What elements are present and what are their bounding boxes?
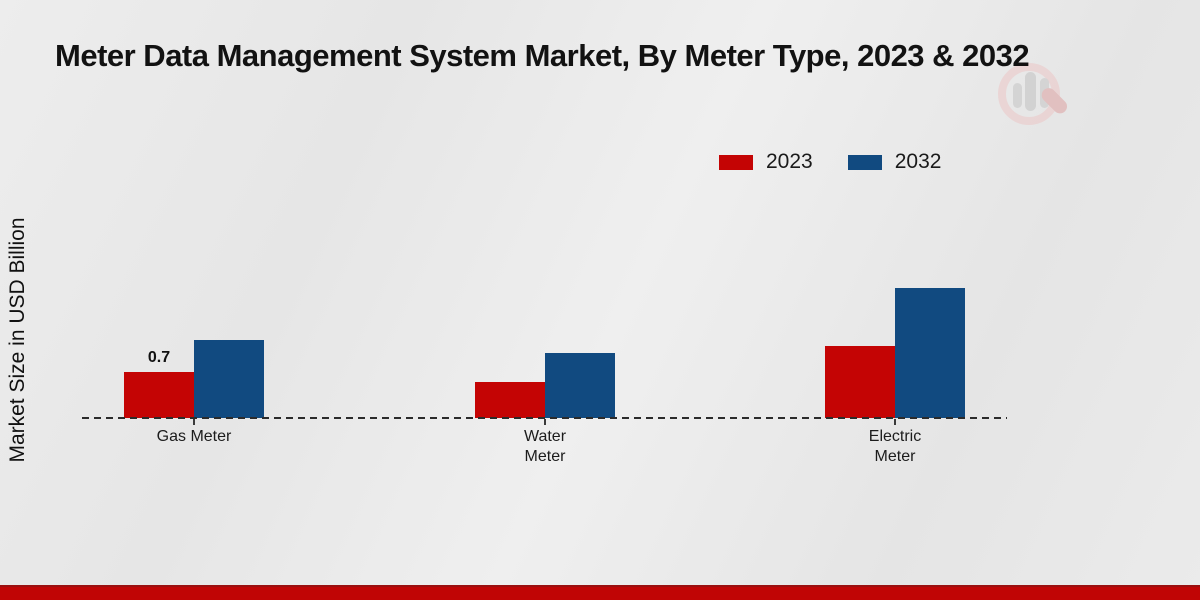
bar-2023-gas-meter [124,372,194,418]
x-axis-category-label: Electric Meter [868,428,922,465]
footer-accent-bar [0,585,1200,600]
chart-title: Meter Data Management System Market, By … [55,38,1030,73]
bar-2023-electric-meter [825,346,895,418]
x-axis-category-label: Water Meter [523,428,567,465]
brand-watermark-magnifier-chart-icon [998,63,1068,125]
legend-swatch-icon [847,154,882,170]
legend-item-2032: 2032 [847,150,942,174]
chart-legend: 2023 2032 [719,150,941,174]
bar-2023-water-meter [475,382,545,418]
legend-label: 2032 [894,150,942,173]
bar-2032-gas-meter [194,340,264,418]
legend-item-2023: 2023 [719,150,813,174]
legend-swatch-icon [719,154,753,170]
x-axis-tick [193,419,195,425]
bar-2032-electric-meter [895,288,965,418]
legend-label: 2023 [766,150,813,173]
x-axis-tick [894,419,896,425]
x-axis-baseline [82,417,1007,419]
bar-value-label: 0.7 [147,349,171,366]
bar-2032-water-meter [545,353,615,418]
x-axis-tick [544,419,546,425]
x-axis-category-label: Gas Meter [156,428,232,445]
